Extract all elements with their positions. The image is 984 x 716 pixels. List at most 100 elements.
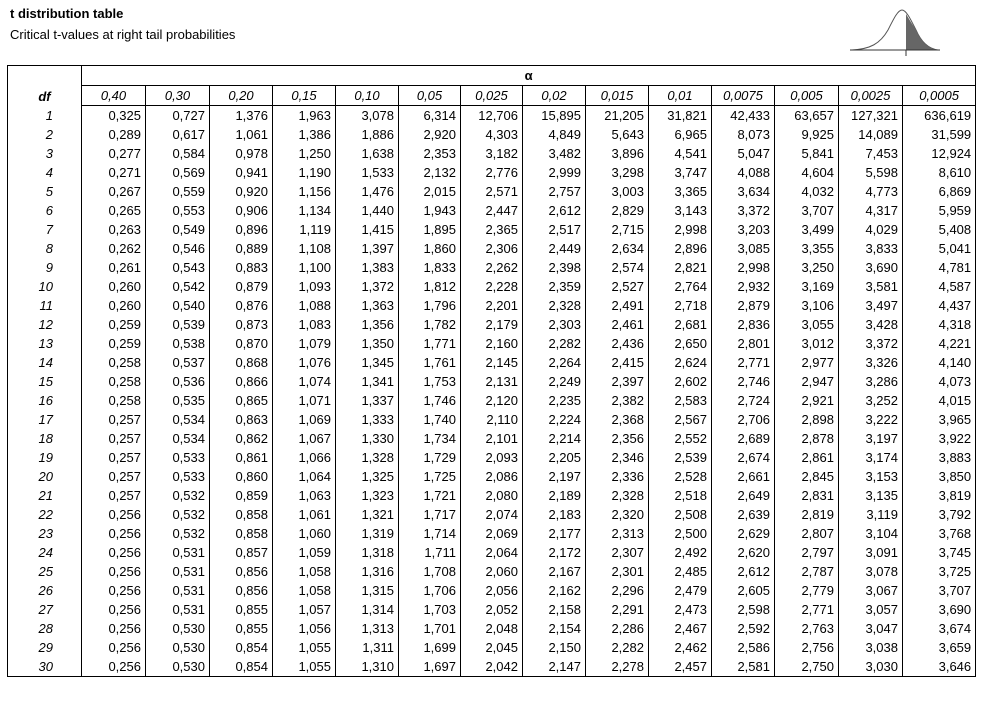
- value-cell: 127,321: [838, 105, 903, 125]
- value-cell: 2,457: [648, 657, 712, 677]
- value-cell: 3,252: [838, 391, 903, 410]
- value-cell: 1,638: [335, 144, 399, 163]
- value-cell: 0,854: [209, 638, 273, 657]
- value-cell: 2,821: [648, 258, 712, 277]
- df-cell: 21: [7, 486, 82, 505]
- value-cell: 0,258: [81, 391, 146, 410]
- value-cell: 2,359: [522, 277, 586, 296]
- value-cell: 2,612: [711, 562, 775, 581]
- value-cell: 0,256: [81, 562, 146, 581]
- value-cell: 2,064: [460, 543, 523, 562]
- value-cell: 0,860: [209, 467, 273, 486]
- value-cell: 1,055: [272, 657, 336, 677]
- value-cell: 3,690: [901, 600, 976, 619]
- value-cell: 2,567: [648, 410, 712, 429]
- table-row: 29 0,256 0,530 0,854 1,055 1,311 1,699 2,045 2,1…: [7, 638, 976, 657]
- value-cell: 1,796: [398, 296, 461, 315]
- value-cell: 0,941: [209, 163, 273, 182]
- value-cell: 3,119: [838, 505, 903, 524]
- value-cell: 2,661: [711, 467, 775, 486]
- value-cell: 2,517: [522, 220, 586, 239]
- value-cell: 1,067: [272, 429, 336, 448]
- column-header: 0,0075: [711, 85, 775, 106]
- value-cell: 0,534: [145, 410, 210, 429]
- value-cell: 2,301: [585, 562, 649, 581]
- value-cell: 2,228: [460, 277, 523, 296]
- value-cell: 636,619: [901, 105, 976, 125]
- value-cell: 0,256: [81, 505, 146, 524]
- value-cell: 0,920: [209, 182, 273, 201]
- value-cell: 5,041: [901, 239, 976, 258]
- value-cell: 0,870: [209, 334, 273, 353]
- df-cell: 17: [7, 410, 82, 429]
- value-cell: 1,701: [398, 619, 461, 638]
- value-cell: 1,071: [272, 391, 336, 410]
- value-cell: 2,629: [711, 524, 775, 543]
- value-cell: 0,258: [81, 353, 146, 372]
- value-cell: 4,318: [901, 315, 976, 334]
- value-cell: 1,108: [272, 239, 336, 258]
- value-cell: 2,214: [522, 429, 586, 448]
- value-cell: 31,599: [901, 125, 976, 144]
- value-cell: 1,074: [272, 372, 336, 391]
- value-cell: 2,527: [585, 277, 649, 296]
- value-cell: 8,610: [901, 163, 976, 182]
- value-cell: 5,959: [901, 201, 976, 220]
- value-cell: 3,428: [838, 315, 903, 334]
- value-cell: 0,540: [145, 296, 210, 315]
- value-cell: 2,110: [460, 410, 523, 429]
- value-cell: 3,372: [711, 201, 775, 220]
- value-cell: 1,963: [272, 105, 336, 125]
- value-cell: 2,977: [774, 353, 839, 372]
- column-header: 0,015: [585, 85, 649, 106]
- value-cell: 0,532: [145, 486, 210, 505]
- value-cell: 2,346: [585, 448, 649, 467]
- value-cell: 2,861: [774, 448, 839, 467]
- value-cell: 1,325: [335, 467, 399, 486]
- value-cell: 1,721: [398, 486, 461, 505]
- value-cell: 1,318: [335, 543, 399, 562]
- value-cell: 1,321: [335, 505, 399, 524]
- value-cell: 3,182: [460, 144, 523, 163]
- table-row: 2 0,289 0,617 1,061 1,386 1,886 2,920 4,303 4,84…: [7, 125, 976, 144]
- df-cell: 24: [7, 543, 82, 562]
- table-row: 4 0,271 0,569 0,941 1,190 1,533 2,132 2,776 2,99…: [7, 163, 976, 182]
- value-cell: 3,250: [774, 258, 839, 277]
- value-cell: 2,291: [585, 600, 649, 619]
- value-cell: 0,257: [81, 410, 146, 429]
- value-cell: 1,943: [398, 201, 461, 220]
- value-cell: 2,801: [711, 334, 775, 353]
- value-cell: 2,306: [460, 239, 523, 258]
- value-cell: 0,559: [145, 182, 210, 201]
- column-header: 0,0005: [901, 85, 976, 106]
- value-cell: 4,221: [901, 334, 976, 353]
- value-cell: 4,604: [774, 163, 839, 182]
- value-cell: 3,747: [648, 163, 712, 182]
- value-cell: 0,856: [209, 562, 273, 581]
- value-cell: 1,333: [335, 410, 399, 429]
- value-cell: 0,260: [81, 296, 146, 315]
- value-cell: 0,866: [209, 372, 273, 391]
- value-cell: 3,003: [585, 182, 649, 201]
- value-cell: 0,260: [81, 277, 146, 296]
- value-cell: 2,447: [460, 201, 523, 220]
- value-cell: 3,355: [774, 239, 839, 258]
- value-cell: 1,761: [398, 353, 461, 372]
- value-cell: 0,256: [81, 657, 146, 677]
- value-cell: 1,079: [272, 334, 336, 353]
- value-cell: 2,598: [711, 600, 775, 619]
- value-cell: 3,203: [711, 220, 775, 239]
- column-header: 0,05: [398, 85, 461, 106]
- value-cell: 4,140: [901, 353, 976, 372]
- value-cell: 0,865: [209, 391, 273, 410]
- value-cell: 2,303: [522, 315, 586, 334]
- value-cell: 1,533: [335, 163, 399, 182]
- df-cell: 27: [7, 600, 82, 619]
- table-row: 14 0,258 0,537 0,868 1,076 1,345 1,761 2,145 2,2…: [7, 353, 976, 372]
- value-cell: 3,674: [901, 619, 976, 638]
- value-cell: 0,277: [81, 144, 146, 163]
- df-cell: 7: [7, 220, 82, 239]
- value-cell: 1,057: [272, 600, 336, 619]
- value-cell: 2,048: [460, 619, 523, 638]
